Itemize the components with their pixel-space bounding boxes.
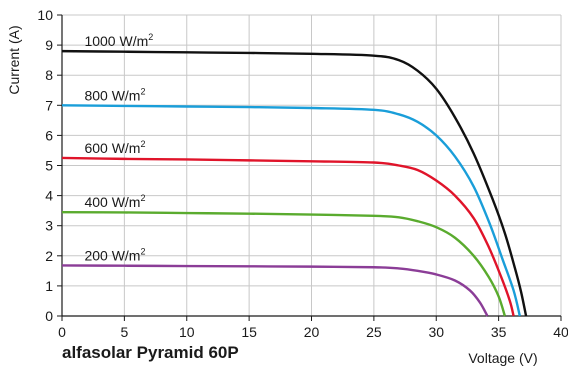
y-tick-label: 0 [45,308,53,324]
x-tick-label: 20 [304,324,320,340]
y-tick-label: 3 [45,218,53,234]
y-tick-label: 5 [45,158,53,174]
series-line-0 [61,49,528,317]
series-line-4 [61,264,489,317]
axes [57,14,562,321]
y-tick-label: 10 [37,7,53,23]
x-tick-label: 0 [58,324,66,340]
y-tick-label: 6 [45,127,53,143]
x-axis-title: Voltage (V) [468,350,537,366]
series-label-3: 400 W/m2 [84,193,145,210]
y-tick-label: 7 [45,97,53,113]
series-line-2 [61,156,515,317]
y-tick-label: 2 [45,248,53,264]
series-labels: 1000 W/m2 800 W/m2 600 W/m2 400 W/m2 200 W/m… [84,32,153,263]
series-label-superscript: 2 [140,193,145,203]
x-tick-label: 30 [428,324,444,340]
x-tick-label: 10 [179,324,195,340]
y-tick-label: 9 [45,37,53,53]
series-lines [61,49,528,317]
series-label-superscript: 2 [148,32,153,42]
series-label-4: 200 W/m2 [84,246,145,263]
x-tick-label: 40 [553,324,568,340]
series-label-1: 800 W/m2 [84,86,145,103]
series-label-superscript: 2 [140,86,145,96]
x-tick-label: 35 [491,324,507,340]
y-tick-label: 1 [45,278,53,294]
series-line-1 [61,104,521,317]
x-tick-label: 25 [366,324,382,340]
product-name: alfasolar Pyramid 60P [62,343,239,362]
tick-labels: 0 1 2 3 4 5 6 7 8 9 10 0 5 10 15 20 25 30 35 40 [37,7,568,340]
series-label-2: 600 W/m2 [84,139,145,156]
y-tick-label: 4 [45,188,53,204]
series-label-superscript: 2 [140,246,145,256]
y-axis-title: Current (A) [6,25,22,94]
x-tick-label: 15 [241,324,257,340]
x-tick-label: 5 [120,324,128,340]
y-tick-label: 8 [45,67,53,83]
series-label-superscript: 2 [140,139,145,149]
series-line-3 [61,210,507,317]
series-label-0: 1000 W/m2 [84,32,153,49]
